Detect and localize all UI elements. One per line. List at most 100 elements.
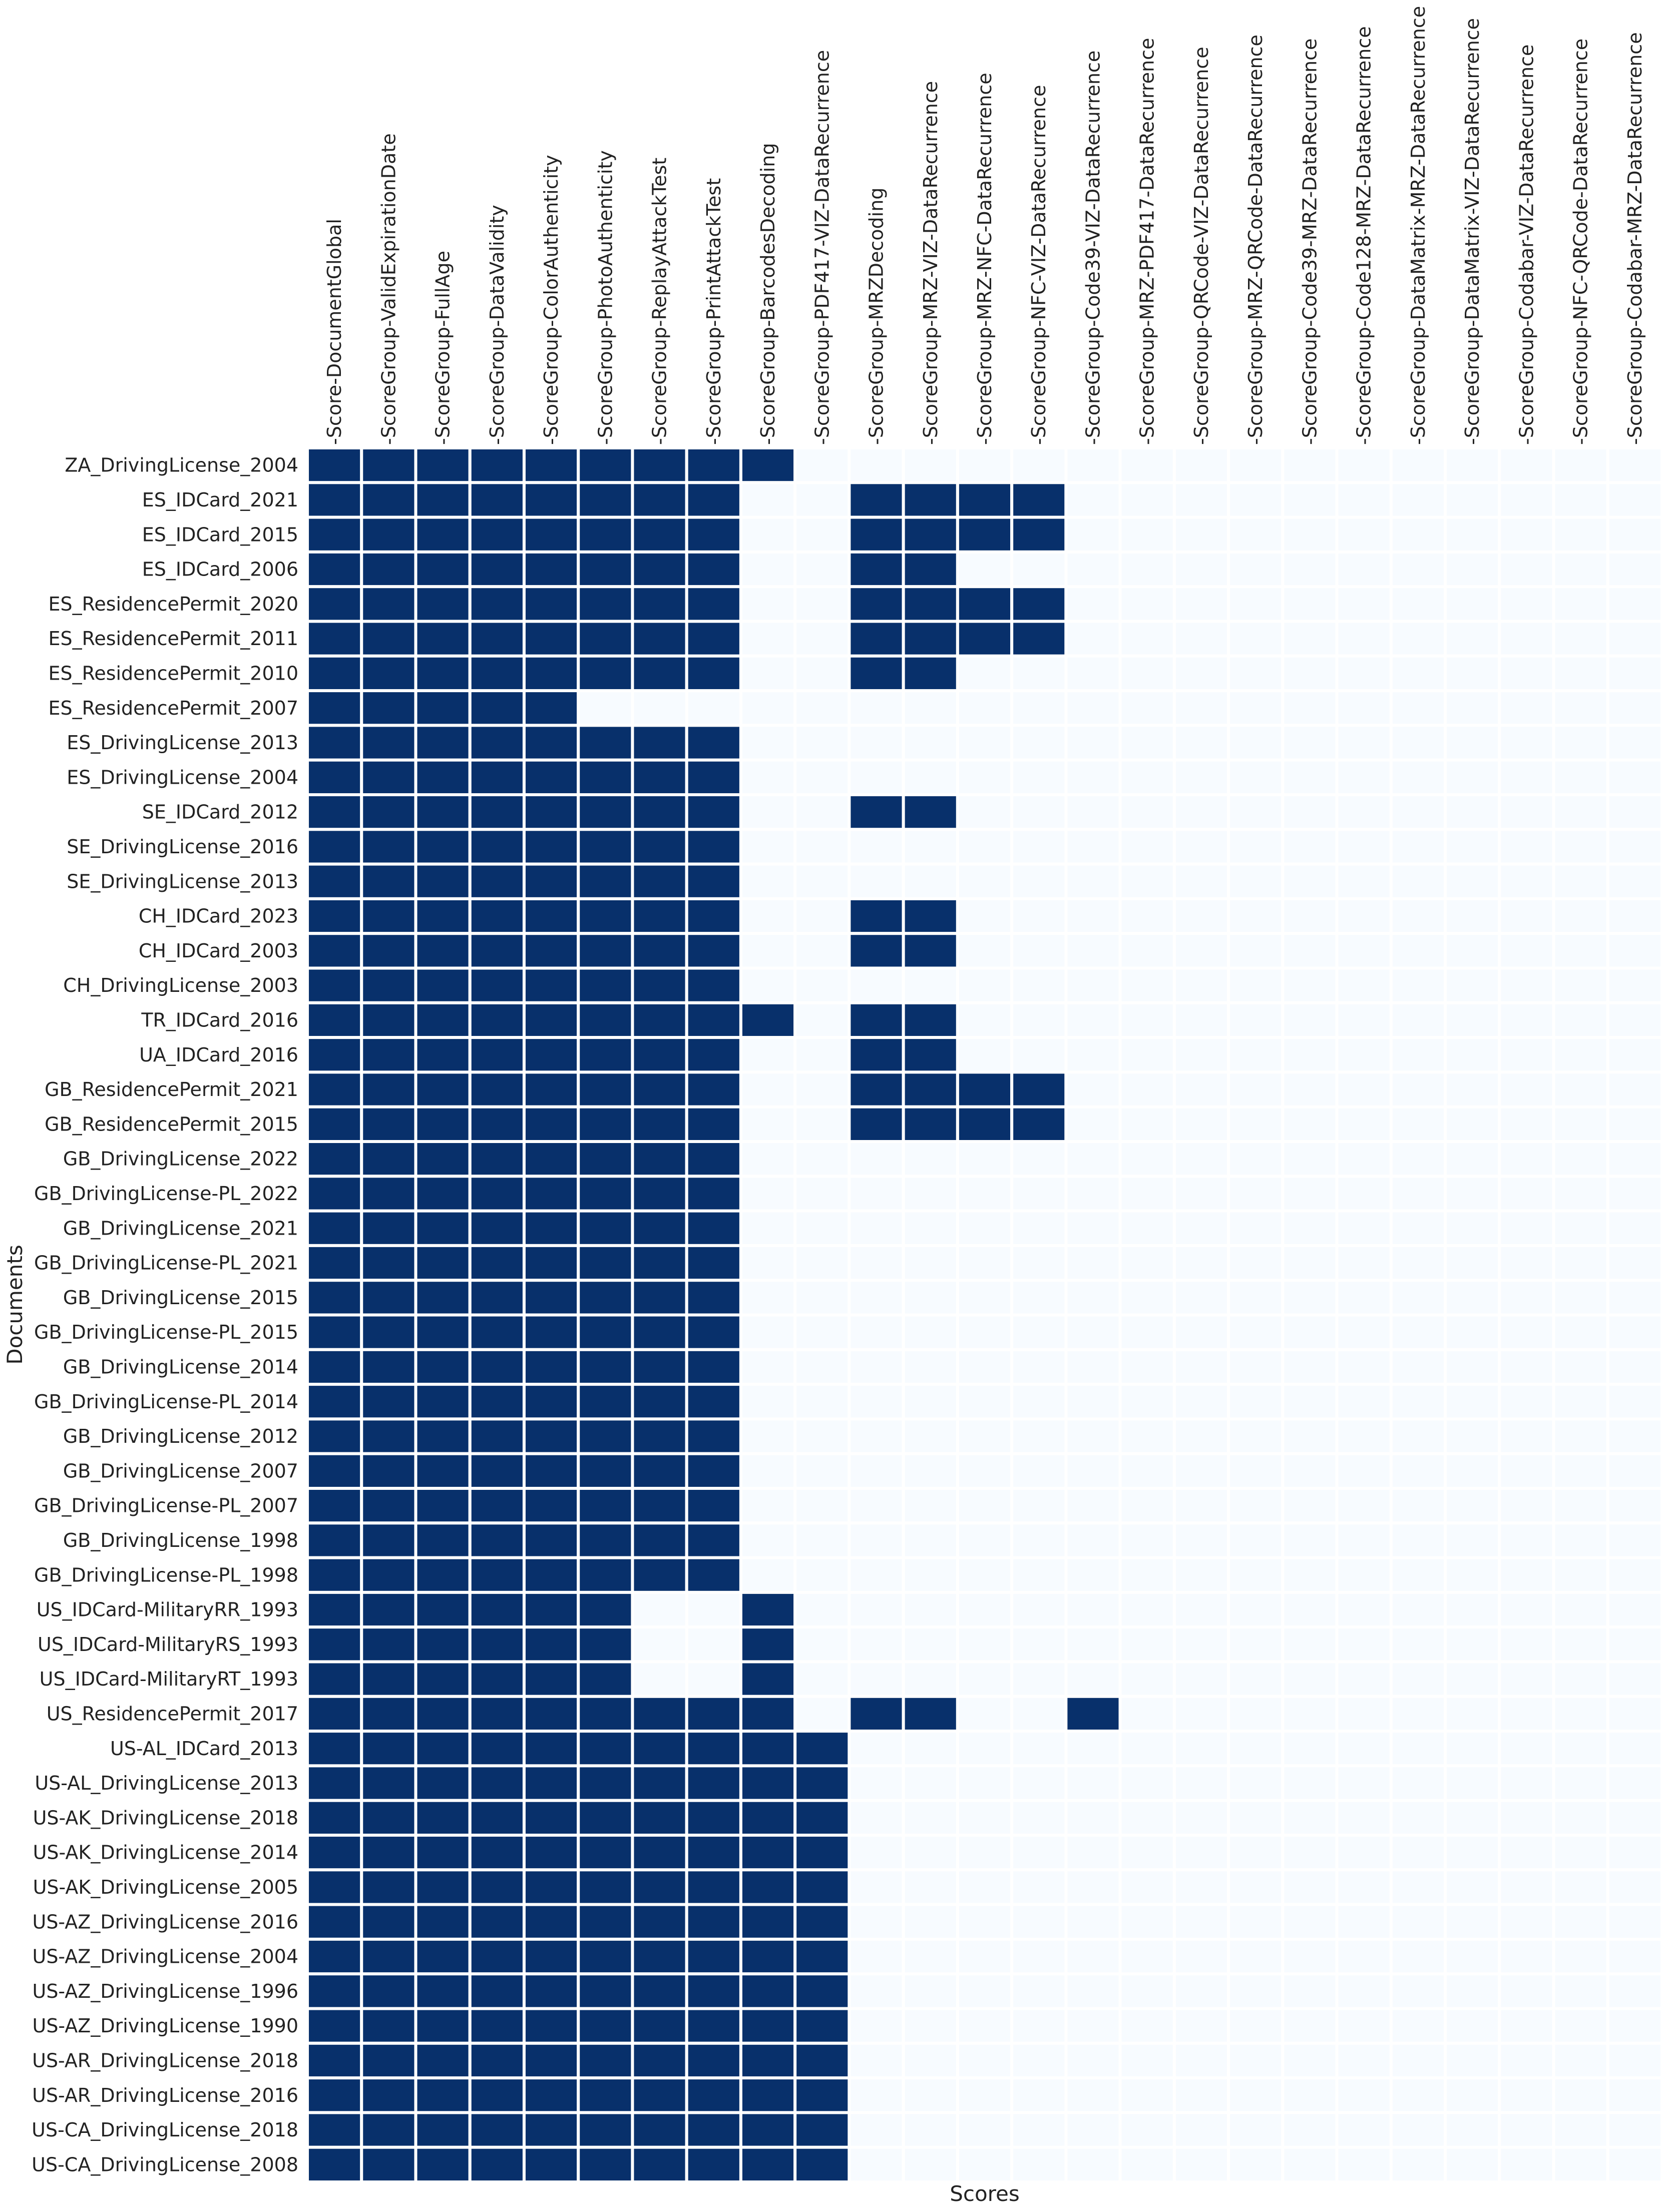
heatmap-cell <box>1172 620 1230 658</box>
heatmap-cell <box>1010 1175 1068 1213</box>
heatmap-cell <box>1064 1695 1122 1733</box>
heatmap-cell <box>522 1590 580 1629</box>
heatmap-cell <box>1118 1348 1176 1386</box>
heatmap-cell <box>577 2145 634 2184</box>
heatmap-cell <box>522 2145 580 2184</box>
heatmap-cell <box>1552 550 1609 589</box>
heatmap-cell <box>1606 1140 1664 1178</box>
heatmap-cell <box>1552 1001 1609 1039</box>
heatmap-cell <box>631 828 688 866</box>
heatmap-cell <box>902 862 959 900</box>
heatmap-cell <box>306 1972 363 2010</box>
row-tick-label: US-AR_DrivingLicense_2016 <box>32 2084 298 2106</box>
heatmap-cell <box>1010 1105 1068 1143</box>
heatmap-cell <box>739 932 797 970</box>
heatmap-cell <box>685 1348 742 1386</box>
heatmap-cell <box>1444 1244 1501 1282</box>
heatmap-cell <box>902 966 959 1004</box>
heatmap-cell <box>1281 1140 1339 1178</box>
heatmap-cell <box>414 2076 472 2114</box>
heatmap-cell <box>1010 585 1068 623</box>
heatmap-cell <box>1552 654 1609 693</box>
heatmap-cell <box>793 1036 851 1074</box>
heatmap-cell <box>1552 1417 1609 1455</box>
heatmap-cell <box>631 1279 688 1317</box>
heatmap-cell <box>1606 1348 1664 1386</box>
heatmap-cell <box>685 1417 742 1455</box>
row-tick-label: GB_DrivingLicense_2015 <box>63 1287 298 1309</box>
heatmap-cell <box>631 1660 688 1698</box>
heatmap-cell <box>956 1799 1014 1837</box>
row-tick-label: GB_DrivingLicense-PL_2021 <box>34 1252 298 1274</box>
heatmap-cell <box>1281 1834 1339 1872</box>
heatmap-cell <box>1389 862 1447 900</box>
heatmap-cell <box>1172 654 1230 693</box>
heatmap-cell <box>360 1417 418 1455</box>
heatmap-cell <box>1335 724 1393 762</box>
heatmap-cell <box>1444 1452 1501 1490</box>
heatmap-cell <box>1606 1452 1664 1490</box>
heatmap-cell <box>1118 1209 1176 1247</box>
heatmap-cell <box>414 1140 472 1178</box>
heatmap-cell <box>956 1868 1014 1906</box>
heatmap-cell <box>360 1556 418 1594</box>
heatmap-cell <box>468 1487 526 1525</box>
heatmap-cell <box>468 1625 526 1664</box>
heatmap-cell <box>306 828 363 866</box>
row-tick-label: US-AK_DrivingLicense_2014 <box>33 1842 298 1864</box>
heatmap-cell <box>577 724 634 762</box>
row-tick-label: ES_ResidencePermit_2010 <box>49 663 299 685</box>
heatmap-cell <box>1389 897 1447 935</box>
heatmap-cell <box>306 966 363 1004</box>
heatmap-cell <box>685 2145 742 2184</box>
heatmap-cell <box>1335 1383 1393 1421</box>
heatmap-cell <box>1335 2041 1393 2080</box>
heatmap-cell <box>1444 1001 1501 1039</box>
heatmap-cell <box>631 793 688 831</box>
heatmap-cell <box>848 1660 905 1698</box>
heatmap-cell <box>793 1070 851 1109</box>
heatmap-cell <box>360 2041 418 2080</box>
heatmap-cell <box>902 620 959 658</box>
heatmap-cell <box>956 793 1014 831</box>
heatmap-cell <box>1281 1070 1339 1109</box>
heatmap-cell <box>522 793 580 831</box>
heatmap-cell <box>1335 1244 1393 1282</box>
heatmap-cell <box>1335 2145 1393 2184</box>
heatmap-cell <box>1498 2007 1555 2045</box>
heatmap-cell <box>1498 1590 1555 1629</box>
heatmap-cell <box>414 2111 472 2149</box>
heatmap-cell <box>685 1868 742 1906</box>
heatmap-cell <box>1498 1903 1555 1941</box>
heatmap-cell <box>1552 1348 1609 1386</box>
heatmap-cell <box>360 793 418 831</box>
heatmap-cell <box>1064 2111 1122 2149</box>
heatmap-cell <box>1227 1036 1285 1074</box>
heatmap-cell <box>1498 1140 1555 1178</box>
heatmap-cell <box>306 1764 363 1802</box>
heatmap-cell <box>956 1590 1014 1629</box>
heatmap-cell <box>414 1730 472 1768</box>
heatmap-cell <box>1064 481 1122 519</box>
heatmap-cell <box>848 724 905 762</box>
heatmap-cell <box>793 1383 851 1421</box>
heatmap-cell <box>522 689 580 727</box>
heatmap-cell <box>522 1036 580 1074</box>
heatmap-cell <box>1444 1868 1501 1906</box>
heatmap-cell <box>848 1487 905 1525</box>
heatmap-cell <box>414 1764 472 1802</box>
heatmap-cell <box>902 446 959 484</box>
heatmap-cell <box>1064 1452 1122 1490</box>
heatmap-cell <box>902 1695 959 1733</box>
heatmap-cell <box>739 1348 797 1386</box>
heatmap-cell <box>739 1903 797 1941</box>
heatmap-cell <box>1172 1799 1230 1837</box>
heatmap-cell <box>739 2145 797 2184</box>
heatmap-cell <box>739 2111 797 2149</box>
heatmap-cell <box>306 689 363 727</box>
heatmap-cell <box>522 481 580 519</box>
heatmap-cell <box>577 2111 634 2149</box>
heatmap-cell <box>306 1244 363 1282</box>
heatmap-cell <box>1172 1001 1230 1039</box>
heatmap-cell <box>414 724 472 762</box>
